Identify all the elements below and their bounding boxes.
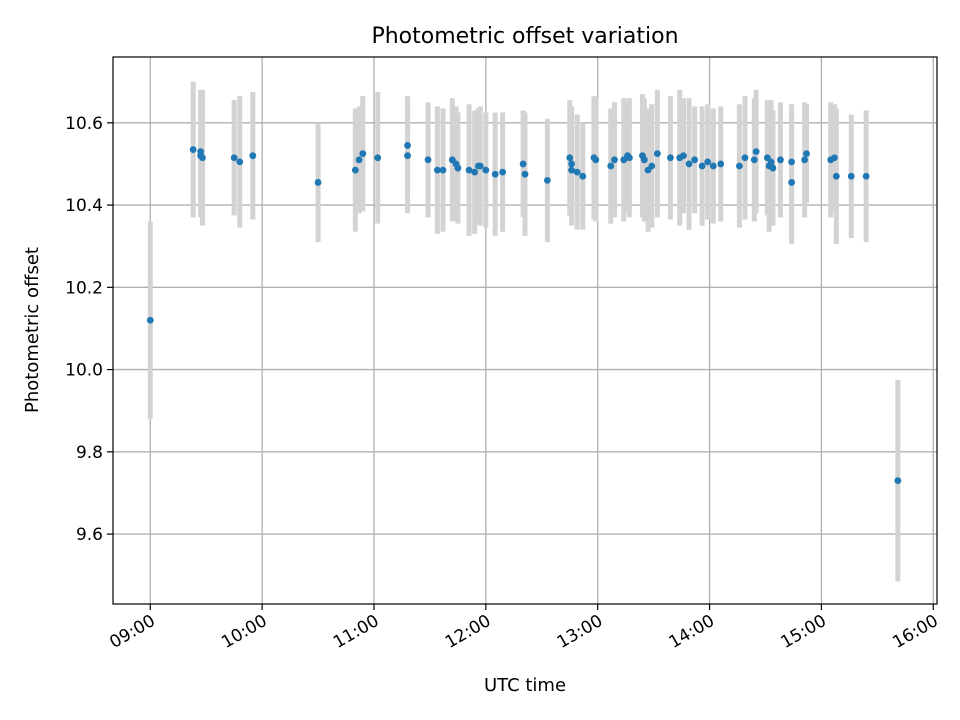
data-point [424,156,432,164]
data-point [735,162,743,170]
data-point [573,168,581,176]
data-point [199,154,206,162]
x-tick-label: 09:00 [106,611,158,653]
data-point [801,156,809,164]
y-tick-label: 10.6 [65,114,103,134]
data-point [750,156,758,164]
data-points [146,142,902,485]
x-tick-label: 15:00 [777,611,829,653]
data-point [404,142,411,149]
x-tick-label: 12:00 [442,611,494,653]
data-point [832,172,840,180]
data-point [648,162,656,170]
data-point [439,166,447,174]
data-point [640,156,648,164]
data-point [741,154,749,162]
data-point [355,156,363,164]
data-point [691,156,699,164]
data-point [351,166,359,174]
data-point [471,168,479,176]
data-point [454,164,462,172]
data-point [704,158,712,166]
data-point [847,172,855,180]
data-point [568,160,576,168]
x-tick-label: 14:00 [666,611,718,653]
x-tick-label: 16:00 [889,611,941,653]
y-tick-label: 10.4 [65,196,103,216]
data-point [579,172,587,180]
data-point [653,150,661,158]
data-point [680,152,687,160]
y-tick-label: 9.6 [76,525,103,545]
data-point [482,166,490,174]
data-point [543,176,551,184]
data-point [189,146,197,153]
data-point [499,168,507,176]
data-point [519,160,527,168]
data-point [611,156,618,164]
data-point [521,170,529,178]
x-tick-label: 10:00 [218,611,270,653]
data-point [404,152,411,160]
data-point [752,148,760,155]
data-point [568,166,576,174]
data-point [769,164,777,172]
data-point [803,150,810,158]
x-tick-label: 11:00 [330,611,382,653]
data-point [625,154,633,162]
data-point [359,150,367,158]
data-point [685,160,693,168]
data-point [831,154,838,162]
x-tick-label: 13:00 [554,611,606,653]
data-point [607,162,615,170]
data-point [433,166,441,174]
data-point [374,154,382,162]
chart-title: Photometric offset variation [371,24,678,49]
y-axis-label: Photometric offset [22,247,43,413]
data-point [465,166,473,174]
data-point [788,158,795,166]
data-point [236,158,244,166]
data-point [230,154,238,162]
y-tick-label: 10.0 [65,361,103,381]
data-point [592,156,600,164]
x-axis-label: UTC time [484,675,566,696]
y-tick-label: 9.8 [76,443,103,463]
data-point [709,162,717,170]
data-point [314,179,322,186]
plot-frame [112,56,938,605]
data-point [476,162,484,170]
data-point [667,154,674,162]
data-point [717,160,725,168]
data-point [491,170,499,178]
y-tick-label: 10.2 [65,278,103,298]
data-point [788,179,795,186]
data-point [566,154,574,162]
data-point [146,316,154,324]
data-point [777,156,784,164]
data-point [767,158,775,166]
data-point [698,162,706,170]
data-point [249,152,257,160]
data-point [862,172,870,180]
data-point [894,477,902,485]
